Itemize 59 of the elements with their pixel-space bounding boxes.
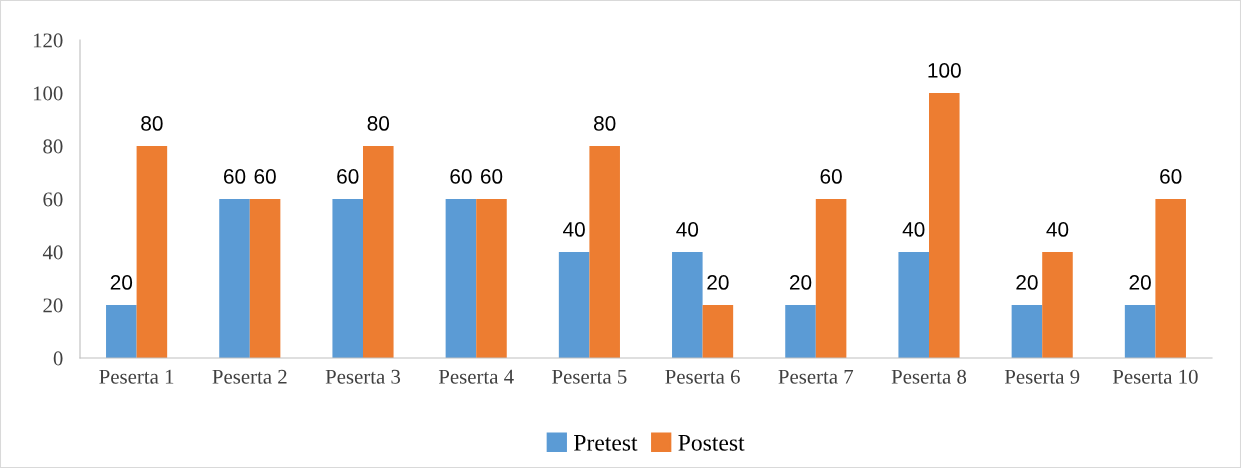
x-tick-label: Peserta 2 [212,369,287,384]
bar [106,305,137,358]
data-label: 60 [1160,169,1182,184]
bar [1124,305,1156,358]
data-label: 60 [480,169,503,184]
y-tick-label: 120 [33,33,63,48]
bar [898,252,929,358]
data-label: 60 [450,169,472,184]
data-label: 60 [337,169,359,184]
bar [219,199,250,358]
data-label: 40 [1046,222,1069,237]
x-tick-label: Peserta 4 [438,369,514,384]
data-label: 40 [563,222,585,237]
y-tick-label: 100 [33,86,63,101]
x-tick-label: Peserta 6 [665,369,740,384]
x-tick-label: Peserta 8 [891,369,967,384]
bar [476,199,507,358]
y-tick-label: 80 [43,139,63,154]
bar [1011,305,1043,358]
data-label: 20 [707,275,729,290]
data-label: 40 [676,222,699,237]
data-label: 80 [141,116,163,131]
data-label: 60 [820,169,842,184]
bar [249,199,281,358]
bar [672,252,703,358]
data-label: 60 [254,169,276,184]
legend-label: Postest [678,435,745,451]
bar [815,199,847,358]
data-label: 80 [367,116,390,131]
x-tick-label: Peserta 7 [778,369,854,384]
legend-label: Pretest [574,435,638,451]
x-tick-label: Peserta 1 [99,369,174,384]
bar [558,252,590,358]
bar [332,199,363,358]
data-label: 60 [223,169,246,184]
bar [1042,252,1073,358]
y-tick-label: 40 [42,245,63,260]
y-tick-label: 20 [43,298,63,313]
x-tick-label: Peserta 10 [1112,369,1198,384]
bar [136,146,168,358]
y-tick-label: 0 [53,351,63,366]
x-tick-label: Peserta 3 [325,369,401,384]
bar [1155,199,1186,358]
data-label: 20 [110,275,133,290]
data-label: 20 [1016,275,1038,290]
data-label: 100 [928,63,961,78]
bar [929,93,960,358]
x-tick-label: Peserta 5 [552,369,627,384]
bar [589,146,620,358]
data-label: 20 [1129,275,1151,290]
x-tick-label: Peserta 9 [1004,369,1080,384]
bar [363,146,394,358]
y-tick-label: 60 [43,192,63,207]
bar [445,199,477,358]
bar [785,305,816,358]
data-label: 40 [902,222,925,237]
data-label: 80 [594,116,616,131]
bar [702,305,734,358]
data-label: 20 [789,275,812,290]
